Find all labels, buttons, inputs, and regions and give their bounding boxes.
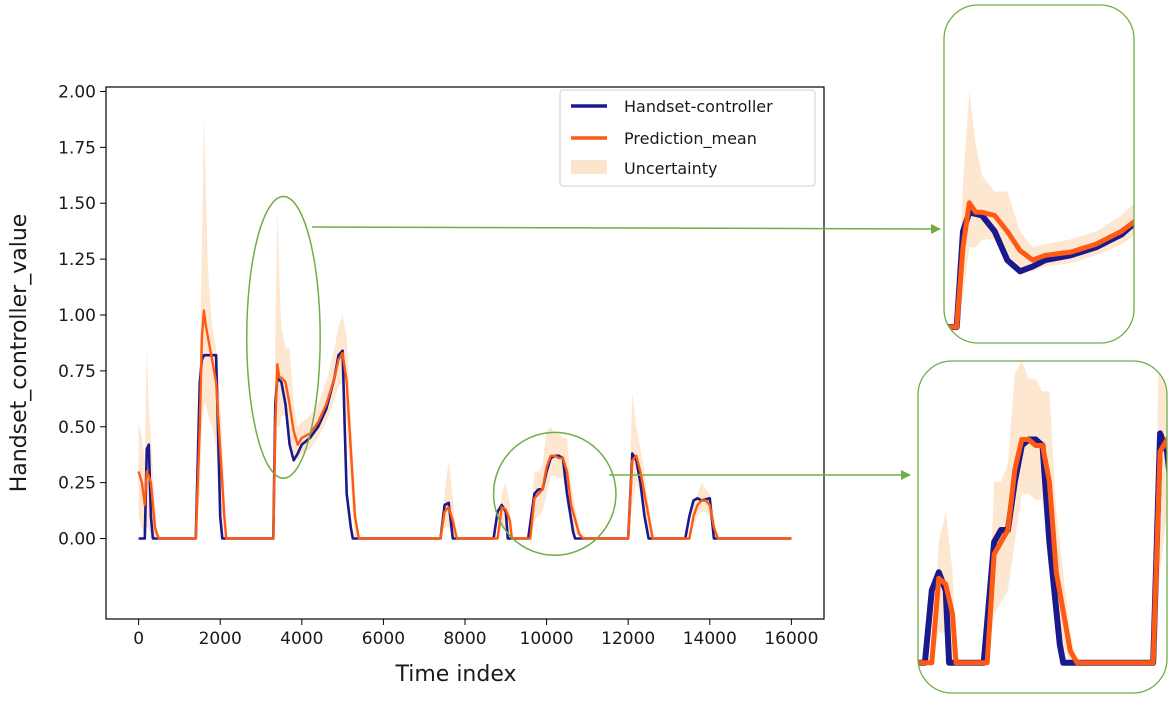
y-tick-label: 2.00 — [58, 82, 96, 102]
x-tick-label: 12000 — [601, 629, 655, 649]
legend: Handset-controller Prediction_mean Uncer… — [559, 89, 816, 187]
inset-1 — [943, 4, 1135, 344]
x-tick-label: 0 — [133, 629, 144, 649]
inset-1-uncertainty-band — [944, 24, 1134, 328]
x-axis-title: Time index — [394, 662, 516, 687]
y-tick-label: 0.00 — [58, 530, 96, 550]
y-tick-label: 0.75 — [58, 362, 96, 382]
x-tick-label: 14000 — [683, 629, 737, 649]
inset-2-data — [918, 361, 1167, 666]
series-uncertainty-band — [138, 113, 792, 539]
x-tick-label: 8000 — [443, 629, 486, 649]
inset-2-prediction-mean-line — [918, 361, 1167, 666]
main-plot: 0 2000 4000 6000 8000 10000 12000 14000 16000 0.… — [58, 82, 825, 649]
zoom-arrow-1 — [311, 223, 941, 234]
legend-label-uncertainty: Uncertainty — [624, 159, 717, 178]
zoom-ellipse-2 — [492, 431, 617, 557]
legend-box — [559, 89, 816, 187]
x-axis: 0 2000 4000 6000 8000 10000 12000 14000 16000 — [133, 619, 818, 649]
y-tick-label: 1.00 — [58, 306, 96, 326]
legend-label-prediction-mean: Prediction_mean — [624, 129, 757, 149]
y-tick-label: 1.75 — [58, 138, 96, 158]
x-tick-label: 16000 — [764, 629, 818, 649]
x-tick-label: 4000 — [280, 629, 323, 649]
series-prediction-mean-line — [137, 309, 792, 540]
y-axis-title: Handset_controller_value — [7, 214, 32, 493]
legend-label-handset-controller: Handset-controller — [624, 97, 773, 116]
inset-2-frame — [917, 360, 1168, 694]
y-tick-label: 0.50 — [58, 418, 96, 438]
annotations — [245, 195, 941, 557]
y-axis: 0.00 0.25 0.50 0.75 1.00 1.25 1.50 1.75 2.00 — [58, 82, 106, 550]
x-tick-label: 6000 — [362, 629, 405, 649]
main-plot-data — [137, 113, 792, 540]
x-tick-label: 10000 — [520, 629, 574, 649]
legend-swatch-uncertainty — [571, 160, 607, 174]
inset-1-frame — [943, 4, 1135, 344]
y-tick-label: 0.25 — [58, 474, 96, 494]
zoom-ellipse-1 — [245, 195, 321, 479]
y-tick-label: 1.25 — [58, 250, 96, 270]
y-tick-label: 1.50 — [58, 194, 96, 214]
x-tick-label: 2000 — [199, 629, 242, 649]
inset-1-data — [944, 24, 1134, 331]
inset-2 — [917, 360, 1168, 694]
